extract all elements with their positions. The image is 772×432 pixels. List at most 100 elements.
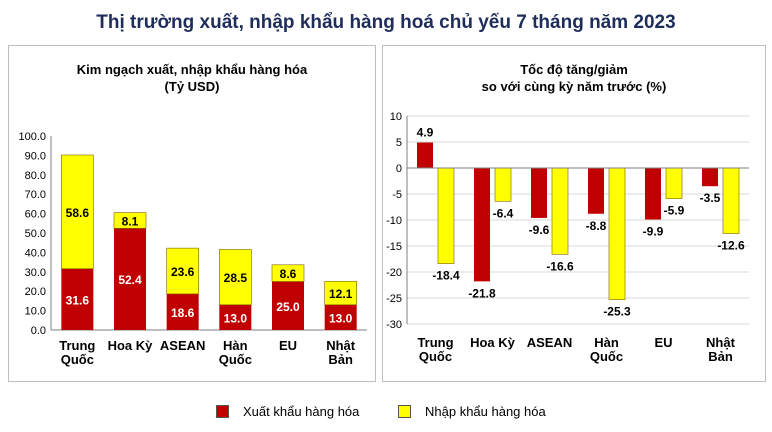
import-value-label: -25.3 [603, 305, 631, 319]
category-label: Hoa Kỳ [470, 335, 516, 350]
export-value-label: 18.6 [171, 306, 195, 320]
y-tick-label: -20 [386, 267, 402, 279]
import-bar [437, 167, 455, 264]
y-tick-label: -30 [386, 319, 402, 331]
import-bar [665, 167, 683, 199]
export-import-value-chart-panel: Kim ngạch xuất, nhập khẩu hàng hóa (Tỷ U… [8, 45, 376, 382]
import-value-label: -6.4 [493, 206, 514, 220]
left-chart-title: Kim ngạch xuất, nhập khẩu hàng hóa [76, 62, 308, 77]
category-label: Hoa Kỳ [108, 338, 154, 353]
y-tick-label: 50.0 [25, 228, 46, 240]
y-tick-label: 60.0 [25, 209, 46, 221]
export-value-label: 25.0 [276, 300, 300, 314]
y-tick-label: 70.0 [25, 189, 46, 201]
y-tick-label: 100.0 [18, 131, 46, 143]
import-bar [61, 154, 94, 269]
export-value-label: 4.9 [417, 126, 434, 140]
import-bar [494, 167, 512, 202]
main-title: Thị trường xuất, nhập khẩu hàng hoá chủ … [96, 12, 676, 33]
export-value-label: -9.9 [643, 224, 664, 238]
category-label: Bản [708, 349, 733, 364]
export-bar [324, 304, 357, 330]
right-chart-title: Tốc độ tăng/giảm [520, 62, 628, 77]
import-value-label: -12.6 [717, 239, 745, 253]
category-label: Nhật [326, 338, 356, 353]
left-chart-plot: 0.0 10.0 20.0 30.0 40.0 50.0 60.0 70.0 80.0 90.0 1… [18, 131, 367, 367]
category-label: Quốc [219, 352, 252, 367]
export-value-label: 13.0 [329, 311, 353, 325]
import-bar [166, 247, 199, 295]
import-bar [113, 212, 147, 229]
export-value-label: 52.4 [118, 273, 142, 287]
y-tick-label: -5 [392, 189, 402, 201]
import-value-label: 12.1 [329, 287, 353, 301]
legend-item-export: Xuất khẩu hàng hóa [216, 404, 359, 419]
export-value-label: -9.6 [529, 223, 550, 237]
export-bar [531, 168, 547, 218]
right-chart-plot: -30-25-20-15-10-505104.9-18.4TrungQuốc-2… [386, 111, 749, 364]
right-chart-subtitle: so với cùng kỳ năm trước (%) [481, 79, 667, 94]
export-bar [474, 168, 490, 282]
y-tick-label: -25 [386, 293, 402, 305]
left-chart-subtitle: (Tỷ USD) [164, 79, 220, 94]
y-tick-label: 20.0 [25, 286, 46, 298]
category-label: Hàn [223, 338, 248, 353]
category-label: Hàn [594, 335, 619, 350]
legend: Xuất khẩu hàng hóa Nhập khẩu hàng hóa [0, 404, 772, 424]
export-bar [114, 228, 146, 330]
y-tick-label: 80.0 [25, 170, 46, 182]
category-label: Quốc [590, 349, 623, 364]
y-tick-label: -10 [386, 215, 402, 227]
category-label: Trung [417, 335, 453, 350]
export-value-label: 13.0 [224, 311, 248, 325]
y-tick-label: 0.0 [31, 325, 46, 337]
y-tick-label: 0 [396, 163, 402, 175]
y-tick-label: 10.0 [25, 306, 46, 318]
export-bar [417, 142, 433, 168]
import-value-label: 8.6 [280, 267, 297, 281]
import-bar [722, 167, 740, 234]
growth-rate-chart-panel: Tốc độ tăng/giảm so với cùng kỳ năm trướ… [382, 45, 766, 382]
category-label: ASEAN [160, 338, 206, 353]
legend-label-import: Nhập khẩu hàng hóa [425, 404, 546, 419]
y-tick-label: 30.0 [25, 267, 46, 279]
export-value-label: -8.8 [586, 219, 607, 233]
category-label: ASEAN [527, 335, 573, 350]
export-bar [588, 168, 604, 214]
import-value-label: 8.1 [122, 214, 139, 228]
import-value-label: -18.4 [432, 269, 460, 283]
y-tick-label: 40.0 [25, 247, 46, 259]
category-label: EU [279, 338, 297, 353]
export-value-label: -3.5 [700, 191, 721, 205]
import-value-label: -5.9 [664, 204, 685, 218]
export-bar [645, 168, 661, 220]
export-bar [166, 293, 199, 330]
export-bar [272, 281, 304, 330]
y-tick-label: -15 [386, 241, 402, 253]
import-bar [324, 281, 357, 306]
import-value-label: 28.5 [224, 271, 248, 285]
import-bar [219, 249, 252, 306]
import-value-label: 58.6 [66, 206, 90, 220]
export-bar [702, 168, 718, 187]
legend-label-export: Xuất khẩu hàng hóa [243, 404, 360, 419]
category-label: Nhật [706, 335, 736, 350]
export-value-label: -21.8 [468, 286, 496, 300]
import-bar [271, 264, 305, 282]
import-value-label: -16.6 [546, 259, 574, 273]
import-bar [608, 167, 626, 300]
legend-item-import: Nhập khẩu hàng hóa [398, 404, 546, 419]
category-label: EU [654, 335, 672, 350]
export-bar [61, 268, 94, 330]
export-bar [219, 304, 252, 330]
legend-swatch-import [398, 405, 411, 418]
legend-swatch-export [216, 405, 229, 418]
category-label: Quốc [419, 349, 452, 364]
category-label: Bản [328, 352, 353, 367]
y-tick-label: 5 [396, 137, 402, 149]
export-value-label: 31.6 [66, 293, 90, 307]
import-value-label: 23.6 [171, 265, 195, 279]
y-tick-label: 10 [390, 111, 402, 123]
category-label: Quốc [61, 352, 94, 367]
y-tick-label: 90.0 [25, 150, 46, 162]
